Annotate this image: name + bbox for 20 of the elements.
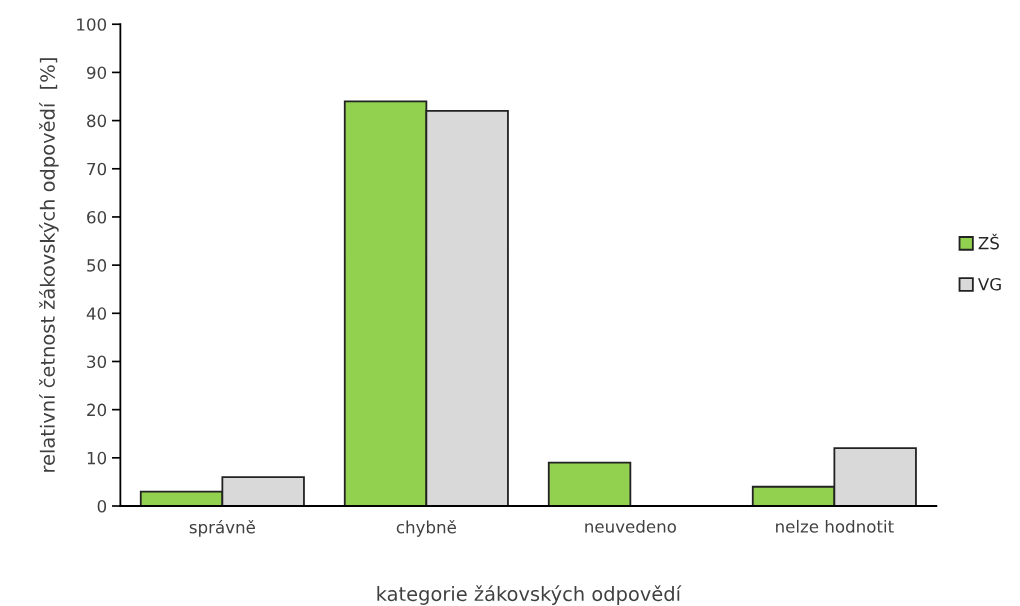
- bar: [547, 461, 632, 507]
- y-tick-label: 60: [87, 210, 107, 224]
- y-axis-title: relativní četnost žákovských odpovědí [%]: [39, 58, 59, 472]
- y-tick-label: 50: [87, 259, 107, 272]
- x-tick-label: neuvedeno: [585, 519, 676, 533]
- x-tick-label: správně: [189, 519, 255, 537]
- y-tick-label: 80: [87, 114, 107, 128]
- x-axis-title: kategorie žákovských odpovědí: [377, 585, 682, 605]
- x-tick-label: nelze hodnotit: [776, 519, 894, 533]
- y-tick-label: 70: [87, 162, 107, 176]
- legend-label: ZŠ: [978, 233, 999, 250]
- y-tick-label: 0: [97, 499, 107, 513]
- legend-label: VG: [977, 277, 1001, 291]
- y-tick-label: 90: [87, 66, 107, 79]
- y-tick-label: 20: [87, 403, 107, 417]
- y-tick-label: 30: [87, 355, 107, 369]
- y-tick-label: 10: [87, 451, 107, 465]
- y-tick-label: 40: [86, 307, 107, 320]
- x-tick-label: chybně: [396, 519, 456, 537]
- y-tick-label: 100: [77, 18, 107, 31]
